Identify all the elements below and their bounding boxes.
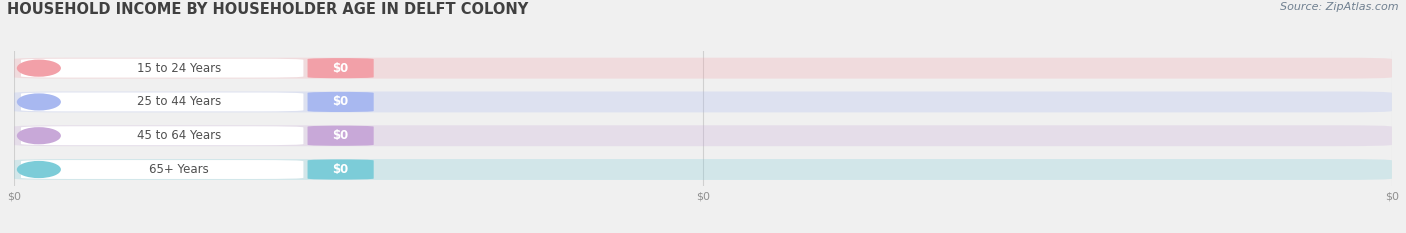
FancyBboxPatch shape <box>308 58 374 78</box>
Ellipse shape <box>17 93 60 110</box>
Text: 25 to 44 Years: 25 to 44 Years <box>136 96 221 108</box>
Text: Source: ZipAtlas.com: Source: ZipAtlas.com <box>1281 2 1399 12</box>
FancyBboxPatch shape <box>308 126 374 146</box>
FancyBboxPatch shape <box>308 92 374 112</box>
FancyBboxPatch shape <box>14 125 1392 146</box>
Text: $0: $0 <box>332 62 349 75</box>
FancyBboxPatch shape <box>14 159 1392 180</box>
Text: $0: $0 <box>332 129 349 142</box>
Text: 45 to 64 Years: 45 to 64 Years <box>136 129 221 142</box>
FancyBboxPatch shape <box>21 59 304 78</box>
Ellipse shape <box>17 127 60 144</box>
FancyBboxPatch shape <box>308 159 374 180</box>
FancyBboxPatch shape <box>14 58 1392 79</box>
FancyBboxPatch shape <box>21 126 304 145</box>
Ellipse shape <box>17 161 60 178</box>
Text: $0: $0 <box>332 96 349 108</box>
Text: HOUSEHOLD INCOME BY HOUSEHOLDER AGE IN DELFT COLONY: HOUSEHOLD INCOME BY HOUSEHOLDER AGE IN D… <box>7 2 529 17</box>
Text: 65+ Years: 65+ Years <box>149 163 208 176</box>
Text: 15 to 24 Years: 15 to 24 Years <box>136 62 221 75</box>
FancyBboxPatch shape <box>21 160 304 179</box>
FancyBboxPatch shape <box>14 92 1392 112</box>
Ellipse shape <box>17 60 60 77</box>
FancyBboxPatch shape <box>21 93 304 111</box>
Text: $0: $0 <box>332 163 349 176</box>
